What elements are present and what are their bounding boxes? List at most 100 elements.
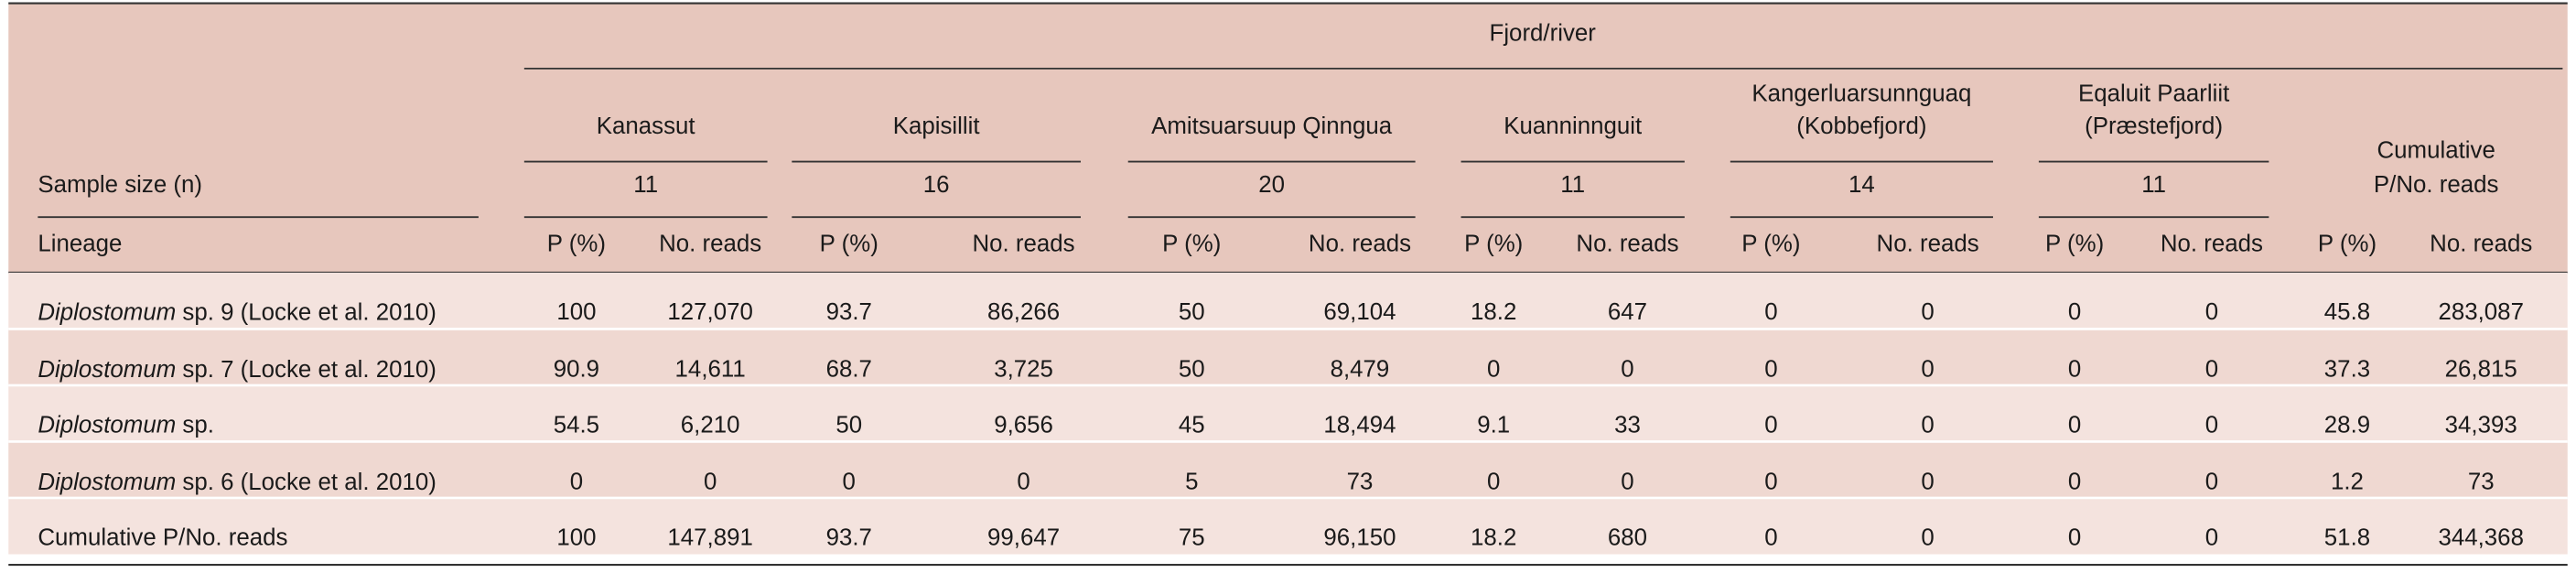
cell: 26,815 <box>2445 357 2517 383</box>
cell: 50 <box>1179 357 1205 383</box>
cell: 0 <box>1764 524 1777 550</box>
cell: 0 <box>1921 357 1934 383</box>
lineage: Diplostomum sp. 7 (Locke et al. 2010) <box>38 357 437 383</box>
cell: 18,494 <box>1323 412 1396 438</box>
genus: Diplostomum <box>38 412 176 438</box>
cell: 90.9 <box>554 357 599 383</box>
cell: 0 <box>1017 470 1029 495</box>
group-name: Eqaluit Paarliit <box>2078 81 2229 106</box>
cell: 0 <box>1921 299 1934 325</box>
cell: 50 <box>1179 299 1205 325</box>
cell: 18.2 <box>1471 524 1516 550</box>
cell: 75 <box>1179 524 1205 550</box>
group-name: (Præstefjord) <box>2085 114 2223 139</box>
cell: 68.7 <box>826 357 872 383</box>
header-background <box>8 3 2568 273</box>
lineage: Diplostomum sp. 9 (Locke et al. 2010) <box>38 299 437 325</box>
cell: 18.2 <box>1471 299 1516 325</box>
genus: Diplostomum <box>38 299 176 325</box>
sample-size: 11 <box>2141 172 2166 198</box>
genus: Diplostomum <box>38 357 176 383</box>
cell: 51.8 <box>2324 524 2370 550</box>
group-name: Kuanninnguit <box>1504 114 1642 139</box>
row-background <box>8 497 2568 555</box>
spanner: Fjord/river <box>1490 20 1597 46</box>
cell: 0 <box>1621 357 1633 383</box>
subheader: No. reads <box>1309 231 1411 256</box>
cell: 34,393 <box>2445 412 2517 438</box>
sample-size-label: Sample size (n) <box>38 172 202 198</box>
subheader: P (%) <box>2045 231 2104 256</box>
lineage-label: Lineage <box>38 231 122 256</box>
cell: 0 <box>1487 470 1500 495</box>
subheader: No. reads <box>973 231 1075 256</box>
subheader: P (%) <box>547 231 606 256</box>
cell: 680 <box>1608 524 1647 550</box>
cell: 0 <box>843 470 856 495</box>
cell: 3,725 <box>994 357 1053 383</box>
cell: 0 <box>2068 524 2081 550</box>
sample-size: 11 <box>633 172 658 198</box>
cell: 0 <box>2068 412 2081 438</box>
cell: 0 <box>1764 299 1777 325</box>
cell: 100 <box>556 299 596 325</box>
cell: 9,656 <box>994 412 1053 438</box>
lineage: Diplostomum sp. 6 (Locke et al. 2010) <box>38 470 437 495</box>
space <box>176 470 182 495</box>
group-name: Kapisillit <box>893 114 980 139</box>
cell: 0 <box>2205 524 2218 550</box>
cell: 0 <box>2205 357 2218 383</box>
cell: 0 <box>2068 357 2081 383</box>
group-name: P/No. reads <box>2374 172 2499 198</box>
group-name: (Kobbefjord) <box>1796 114 1926 139</box>
sample-size: 20 <box>1258 172 1285 198</box>
cell: 0 <box>1921 470 1934 495</box>
subheader: No. reads <box>659 231 761 256</box>
subheader: No. reads <box>2161 231 2263 256</box>
cell: 0 <box>1621 470 1633 495</box>
genus: Diplostomum <box>38 470 176 495</box>
cell: 0 <box>1921 412 1934 438</box>
cell: 93.7 <box>826 299 872 325</box>
cell: 127,070 <box>667 299 752 325</box>
cell: 50 <box>835 412 862 438</box>
cell: 73 <box>1347 470 1374 495</box>
cell: 9.1 <box>1477 412 1510 438</box>
cell: 33 <box>1614 412 1641 438</box>
cell: 28.9 <box>2324 412 2370 438</box>
cell: 0 <box>2205 412 2218 438</box>
cell: 8,479 <box>1331 357 1390 383</box>
cell: 45.8 <box>2324 299 2370 325</box>
space <box>176 412 182 438</box>
cell: 73 <box>2468 470 2495 495</box>
cell: 6,210 <box>681 412 740 438</box>
cell: 93.7 <box>826 524 872 550</box>
subheader: P (%) <box>820 231 878 256</box>
cell: 0 <box>1764 470 1777 495</box>
cell: 0 <box>1764 412 1777 438</box>
sample-size: 16 <box>923 172 950 198</box>
subheader: No. reads <box>1576 231 1678 256</box>
subheader: No. reads <box>1877 231 1979 256</box>
cell: 0 <box>570 470 583 495</box>
cell: 0 <box>2205 470 2218 495</box>
cell: 0 <box>1764 357 1777 383</box>
lineage-rest: sp. 7 (Locke et al. 2010) <box>182 357 436 383</box>
cell: 37.3 <box>2324 357 2370 383</box>
cell: 0 <box>2205 299 2218 325</box>
subheader: P (%) <box>1464 231 1523 256</box>
cell: 5 <box>1185 470 1198 495</box>
cell: 45 <box>1179 412 1205 438</box>
cell: 86,266 <box>987 299 1060 325</box>
group-name: Kangerluarsunnguaq <box>1751 81 1971 106</box>
cell: 0 <box>2068 470 2081 495</box>
cell: 14,611 <box>675 357 746 383</box>
row-background <box>8 384 2568 442</box>
cell: 0 <box>2068 299 2081 325</box>
lineage: Cumulative P/No. reads <box>38 524 287 550</box>
cell: 69,104 <box>1323 299 1396 325</box>
cell: 147,891 <box>667 524 752 550</box>
subheader: P (%) <box>2318 231 2377 256</box>
cell: 647 <box>1608 299 1647 325</box>
lineage-rest: sp. <box>182 412 214 438</box>
